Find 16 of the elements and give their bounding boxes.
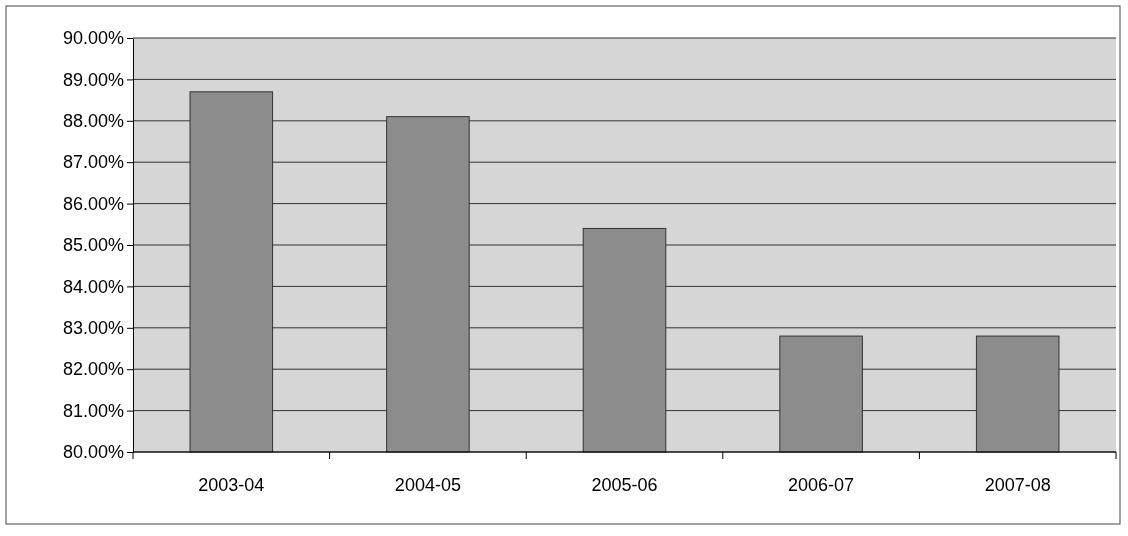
y-tick-label: 80.00% xyxy=(62,442,124,463)
y-tick-label: 88.00% xyxy=(62,111,124,132)
y-tick-label: 84.00% xyxy=(62,276,124,297)
x-tick-label: 2003-04 xyxy=(198,474,265,495)
x-tick-label: 2007-08 xyxy=(984,474,1051,495)
y-tick-label: 89.00% xyxy=(62,69,124,90)
y-tick-label: 87.00% xyxy=(62,152,124,173)
y-tick-label: 85.00% xyxy=(62,235,124,256)
y-tick-label: 82.00% xyxy=(62,359,124,380)
y-tick-label: 90.00% xyxy=(62,28,124,49)
x-tick-label: 2006-07 xyxy=(788,474,855,495)
y-tick-label: 83.00% xyxy=(62,318,124,339)
y-tick-label: 81.00% xyxy=(62,400,124,421)
x-tick-label: 2005-06 xyxy=(591,474,658,495)
x-tick-label: 2004-05 xyxy=(394,474,461,495)
y-tick-label: 86.00% xyxy=(62,193,124,214)
